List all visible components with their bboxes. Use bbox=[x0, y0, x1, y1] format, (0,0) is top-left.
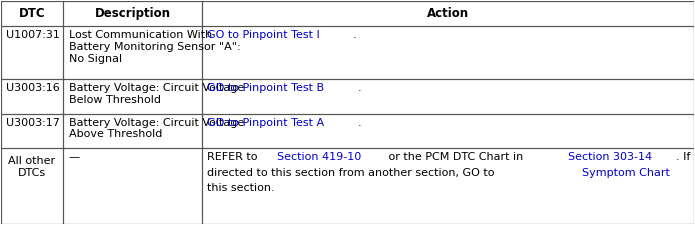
Text: . If: . If bbox=[676, 152, 691, 162]
Text: U3003:17: U3003:17 bbox=[6, 118, 60, 128]
Bar bbox=[202, 79, 694, 114]
Text: Section 303-14: Section 303-14 bbox=[568, 152, 652, 162]
Bar bbox=[202, 1, 694, 26]
Bar bbox=[63, 114, 202, 148]
Bar bbox=[202, 148, 694, 224]
Text: Section 419-10: Section 419-10 bbox=[277, 152, 361, 162]
Text: this section.: this section. bbox=[207, 183, 275, 193]
Text: GO to Pinpoint Test B: GO to Pinpoint Test B bbox=[207, 83, 325, 93]
Bar bbox=[1, 79, 63, 114]
Text: Action: Action bbox=[427, 7, 469, 20]
Bar bbox=[63, 148, 202, 224]
Bar bbox=[63, 26, 202, 79]
Text: or the PCM DTC Chart in: or the PCM DTC Chart in bbox=[386, 152, 528, 162]
Text: —: — bbox=[69, 152, 80, 162]
Text: U3003:16: U3003:16 bbox=[6, 83, 60, 93]
Text: Description: Description bbox=[95, 7, 170, 20]
Bar bbox=[63, 1, 202, 26]
Bar bbox=[202, 114, 694, 148]
Text: Battery Voltage: Circuit Voltage
Above Threshold: Battery Voltage: Circuit Voltage Above T… bbox=[69, 118, 244, 139]
Bar bbox=[1, 148, 63, 224]
Text: .: . bbox=[358, 118, 362, 128]
Text: DTC: DTC bbox=[19, 7, 45, 20]
Text: Lost Communication With
Battery Monitoring Sensor "A":
No Signal: Lost Communication With Battery Monitori… bbox=[69, 30, 240, 64]
Bar bbox=[1, 1, 63, 26]
Text: .: . bbox=[352, 30, 357, 40]
Text: .: . bbox=[358, 83, 362, 93]
Text: U1007:31: U1007:31 bbox=[6, 30, 60, 40]
Bar bbox=[63, 79, 202, 114]
Text: All other
DTCs: All other DTCs bbox=[8, 156, 56, 178]
Bar bbox=[202, 26, 694, 79]
Bar bbox=[1, 114, 63, 148]
Bar bbox=[1, 26, 63, 79]
Text: GO to Pinpoint Test I: GO to Pinpoint Test I bbox=[207, 30, 320, 40]
Text: Symptom Chart: Symptom Chart bbox=[582, 168, 670, 178]
Text: GO to Pinpoint Test A: GO to Pinpoint Test A bbox=[207, 118, 325, 128]
Text: REFER to: REFER to bbox=[207, 152, 261, 162]
Text: directed to this section from another section, GO to: directed to this section from another se… bbox=[207, 168, 498, 178]
Text: Battery Voltage: Circuit Voltage
Below Threshold: Battery Voltage: Circuit Voltage Below T… bbox=[69, 83, 244, 105]
